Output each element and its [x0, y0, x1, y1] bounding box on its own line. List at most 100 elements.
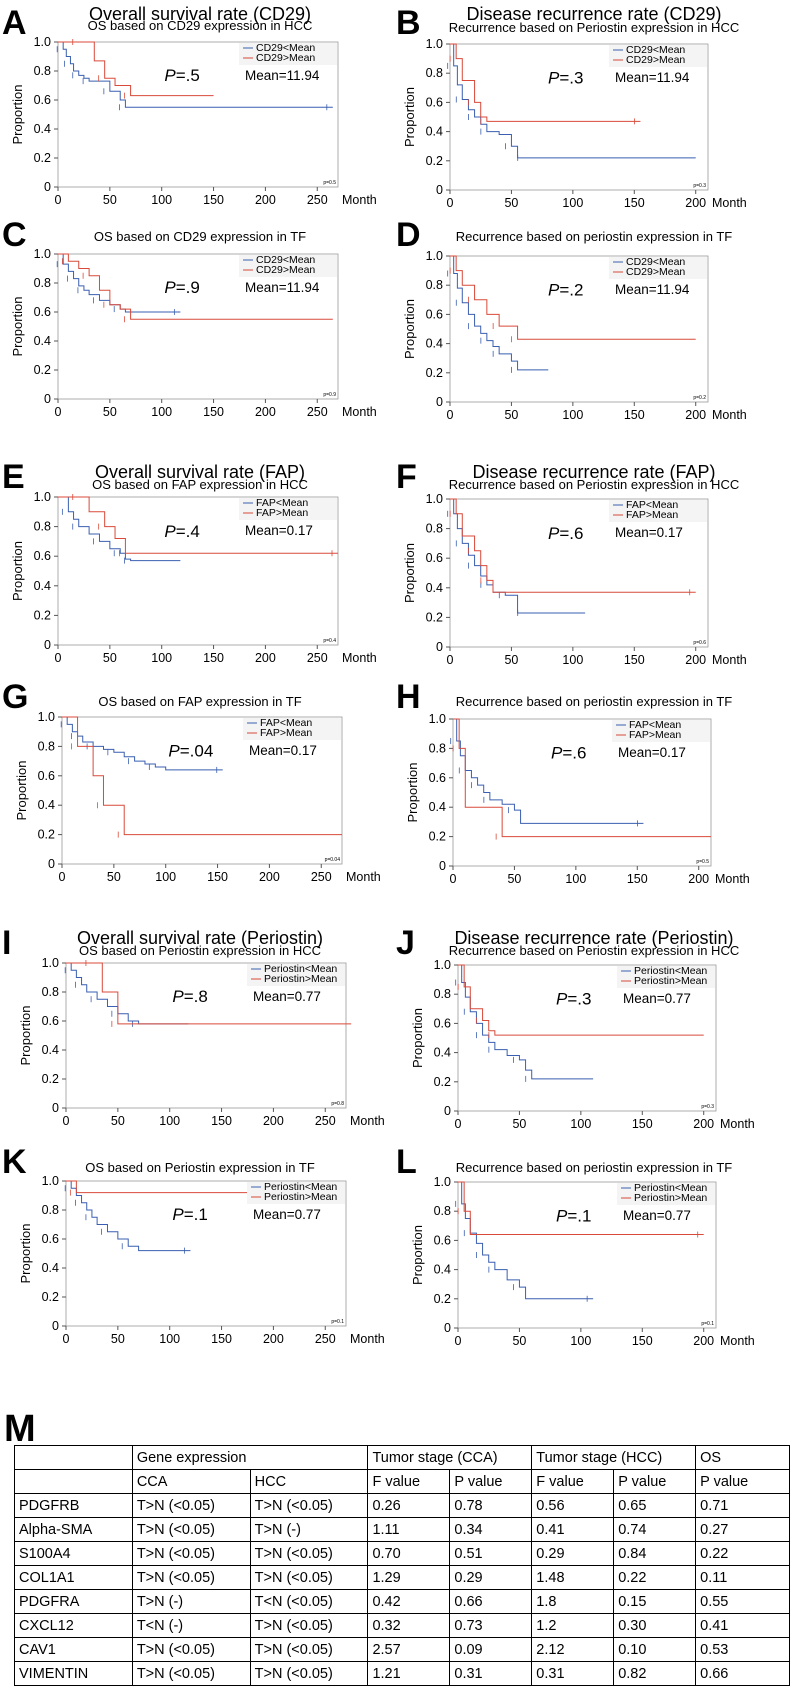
legend-box	[609, 45, 707, 67]
table-header-row: CCA HCC F value P value F value P value P valu…	[14, 1469, 790, 1494]
p-value-label: P=.1	[556, 1206, 591, 1225]
x-tick-label: 0	[455, 1117, 462, 1131]
y-tick-label: 0	[52, 1101, 59, 1115]
table-cell: 0.41	[531, 1517, 615, 1542]
y-tick-label: 0.8	[434, 1204, 451, 1218]
table-cell: HCC	[249, 1469, 369, 1494]
y-tick-label: 0.2	[34, 608, 51, 622]
table-cell: 0.27	[695, 1517, 790, 1542]
table-row: Alpha-SMA T>N (<0.05) T>N (-) 1.11 0.34 0.41 0…	[14, 1517, 790, 1542]
panel-subtitle-k: OS based on Periostin expression in TF	[85, 1160, 315, 1175]
mean-label: Mean=0.17	[615, 525, 683, 540]
table-cell: F value	[531, 1469, 615, 1494]
corner-note: p=0.5	[323, 180, 336, 186]
y-tick-label: 0.8	[42, 1203, 59, 1217]
x-axis-label: Month	[712, 196, 747, 210]
table-row: PDGFRA T>N (-) T<N (<0.05) 0.42 0.66 1.8 0.15 0…	[14, 1589, 790, 1614]
legend-entry: CD29>Mean	[626, 54, 685, 66]
y-tick-label: 1.0	[42, 956, 59, 970]
table-cell: 1.11	[367, 1517, 451, 1542]
table-cell: T>N (<0.05)	[131, 1565, 251, 1590]
panel-subtitle-h: Recurrence based on periostin expression…	[456, 694, 733, 709]
x-tick-label: 50	[103, 193, 117, 207]
y-tick-label: 1.0	[34, 490, 51, 504]
x-axis-label: Month	[712, 653, 747, 667]
x-axis-label: Month	[715, 872, 750, 886]
table-row: CAV1 T>N (<0.05) T>N (<0.05) 2.57 0.09 2.12 0.…	[14, 1637, 790, 1662]
table-cell: 2.57	[367, 1637, 451, 1662]
x-axis-label: Month	[350, 1332, 385, 1346]
y-tick-label: 0	[444, 1104, 451, 1118]
x-tick-label: 50	[504, 408, 518, 422]
mean-label: Mean=11.94	[615, 70, 690, 85]
legend-entry: Periostin<Mean	[264, 1181, 337, 1193]
y-tick-label: 1.0	[426, 37, 443, 51]
legend-entry: FAP>Mean	[260, 727, 312, 739]
y-tick-label: 0.8	[34, 64, 51, 78]
x-tick-label: 150	[211, 1114, 232, 1128]
y-tick-label: 0.8	[426, 522, 443, 536]
km-curve-below-mean	[62, 716, 223, 771]
plot-frame-c	[57, 253, 339, 400]
x-tick-label: 100	[155, 870, 176, 884]
y-tick-label: 0.4	[34, 579, 51, 593]
legend-entry: Periostin<Mean	[634, 1182, 707, 1194]
y-tick-label: 1.0	[42, 1174, 59, 1188]
table-cell: 0.29	[449, 1565, 533, 1590]
y-tick-label: 0.4	[426, 337, 443, 351]
table-cell: Gene expression	[131, 1445, 369, 1470]
table-row: S100A4 T>N (<0.05) T>N (<0.05) 0.70 0.51 0.29…	[14, 1541, 790, 1566]
y-tick-label: 0	[44, 392, 51, 406]
y-tick-label: 0.8	[434, 987, 451, 1001]
legend-entry: Periostin>Mean	[634, 1192, 707, 1204]
plot-frame-j	[457, 964, 717, 1112]
p-value-label: P=.6	[551, 744, 586, 763]
y-tick-label: 0.4	[38, 798, 55, 812]
y-tick-label: 0.2	[38, 828, 55, 842]
table-cell: P value	[613, 1469, 697, 1494]
x-tick-label: 200	[263, 1114, 284, 1128]
table-cell: 0.29	[531, 1541, 615, 1566]
table-cell: OS	[695, 1445, 790, 1470]
x-tick-label: 250	[315, 1332, 336, 1346]
panel-subtitle-f: Recurrence based on Periostin expression…	[449, 477, 739, 492]
x-tick-label: 50	[504, 196, 518, 210]
legend-entry: CD29<Mean	[626, 44, 685, 56]
x-tick-label: 100	[565, 872, 586, 886]
y-tick-label: 0.4	[429, 800, 446, 814]
y-tick-label: 1.0	[426, 249, 443, 263]
x-tick-label: 100	[151, 193, 172, 207]
panel-subtitle-j: Recurrence based on Periostin expression…	[449, 943, 739, 958]
x-tick-label: 100	[159, 1114, 180, 1128]
table-cell: T>N (<0.05)	[249, 1541, 369, 1566]
y-tick-label: 0.6	[42, 1232, 59, 1246]
table-cell: T>N (<0.05)	[249, 1661, 369, 1686]
y-tick-label: 0.6	[42, 1014, 59, 1028]
y-axis-label: Proportion	[10, 85, 25, 145]
x-tick-label: 200	[255, 651, 276, 665]
x-tick-label: 150	[632, 1117, 653, 1131]
y-tick-label: 0.6	[434, 1016, 451, 1030]
table-cell: 1.21	[367, 1661, 451, 1686]
y-tick-label: 0	[436, 183, 443, 197]
table-cell: VIMENTIN	[14, 1661, 133, 1686]
legend-entry: CD29<Mean	[256, 42, 315, 54]
legend-entry: FAP>Mean	[629, 729, 681, 741]
table-cell: 0.71	[695, 1493, 790, 1518]
y-tick-label: 1.0	[434, 1175, 451, 1189]
x-tick-label: 0	[447, 408, 454, 422]
y-tick-label: 0.8	[426, 66, 443, 80]
table-cell: 0.26	[367, 1493, 451, 1518]
x-tick-label: 250	[307, 405, 328, 419]
p-value-label: P=.3	[556, 989, 591, 1008]
km-curve-above-mean	[458, 1181, 704, 1236]
panel-letter-k: K	[2, 1143, 27, 1181]
panel-subtitle-b: Recurrence based on Periostin expression…	[449, 20, 739, 35]
table-cell: T>N (<0.05)	[249, 1493, 369, 1518]
legend-entry: Periostin>Mean	[264, 1191, 337, 1203]
legend-box	[247, 964, 345, 986]
mean-label: Mean=0.77	[253, 1207, 321, 1222]
y-tick-label: 0.6	[426, 95, 443, 109]
table-cell: CXCL12	[14, 1613, 133, 1638]
y-tick-label: 0	[48, 857, 55, 871]
